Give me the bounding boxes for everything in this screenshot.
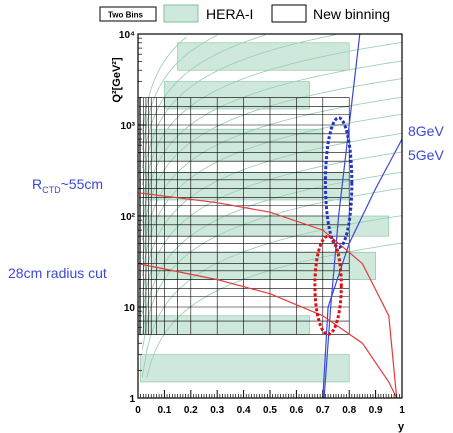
label-5gev: 5GeV — [408, 147, 444, 163]
axes-layer: 0 0.1 0.2 0.3 0.4 0.5 0.6 0.7 0.8 0.9 1 1 10 10² 10³ 10… — [119, 30, 405, 416]
hera1-bin — [164, 81, 310, 110]
x-tick-label: 0.8 — [342, 405, 356, 416]
hera1-x-curve — [141, 113, 403, 277]
x-tick-label: 0.7 — [316, 405, 330, 416]
x-tick-label: 0.6 — [289, 405, 303, 416]
hera1-bin — [177, 42, 350, 71]
x-tick-label: 0.2 — [184, 405, 198, 416]
hera1-x-curve — [141, 34, 337, 186]
legend-two-bins-box — [99, 6, 157, 22]
x-tick-label: 0 — [135, 405, 141, 416]
hera1-layer — [140, 34, 403, 383]
rctd-rest: ~55cm — [61, 176, 103, 192]
legend-new-binning-label: New binning — [313, 6, 390, 22]
x-tick-label: 0.5 — [263, 405, 277, 416]
hera1-x-curve — [141, 151, 403, 314]
hera1-x-curve — [141, 132, 403, 296]
legend-hera1-swatch — [163, 4, 199, 23]
hera1-bin — [142, 215, 390, 237]
curves-layer — [137, 33, 403, 399]
y-tick-label: 10³ — [121, 121, 136, 132]
hera1-x-curve — [141, 34, 218, 150]
curve-8gev — [323, 33, 361, 399]
hera1-x-curve — [141, 34, 266, 169]
y-tick-label: 1 — [129, 394, 135, 405]
blue-ellipse — [323, 116, 354, 250]
x-axis-title: y — [398, 421, 405, 433]
rctd-main: R — [32, 176, 42, 192]
hera1-x-curve — [141, 78, 403, 241]
rctd-annotation: RCTD~55cm — [32, 176, 103, 195]
curve-r-ctd-cut — [137, 192, 398, 399]
legend-two-bins-label: Two Bins — [108, 11, 144, 20]
hera1-x-curve — [141, 96, 403, 260]
hera1-bin — [145, 172, 350, 201]
hera1-bin — [142, 315, 310, 335]
x-tick-label: 1 — [399, 405, 405, 416]
curve-28cm-radius-cut — [137, 263, 398, 399]
curve-5gev — [322, 138, 403, 399]
legend-new-binning-swatch — [271, 4, 307, 23]
hera1-x-curve — [141, 171, 403, 335]
hera1-x-curve — [141, 187, 403, 351]
legend: Two Bins HERA-I New binning — [99, 4, 390, 23]
x-tick-label: 0.1 — [157, 405, 171, 416]
y-tick-label: 10 — [124, 303, 136, 314]
x-tick-label: 0.3 — [210, 405, 224, 416]
hera1-bin — [140, 354, 350, 383]
x-tick-label: 0.9 — [369, 405, 383, 416]
hera1-x-curve — [141, 36, 187, 132]
rctd-subscript: CTD — [42, 185, 61, 195]
hera1-x-curve — [141, 60, 403, 223]
y-tick-label: 10² — [121, 212, 136, 223]
ellipses-layer — [313, 116, 354, 336]
hera1-x-curve — [146, 242, 403, 378]
label-8gev: 8GeV — [408, 123, 444, 139]
y-axis-title: Q²[GeV²] — [111, 57, 123, 103]
red-ellipse — [313, 234, 343, 336]
y-tick-label: 10⁴ — [119, 30, 135, 41]
legend-hera1-label: HERA-I — [206, 6, 253, 22]
radius-cut-annotation: 28cm radius cut — [8, 265, 107, 281]
x-tick-label: 0.4 — [237, 405, 251, 416]
hera1-x-curve — [141, 41, 403, 205]
